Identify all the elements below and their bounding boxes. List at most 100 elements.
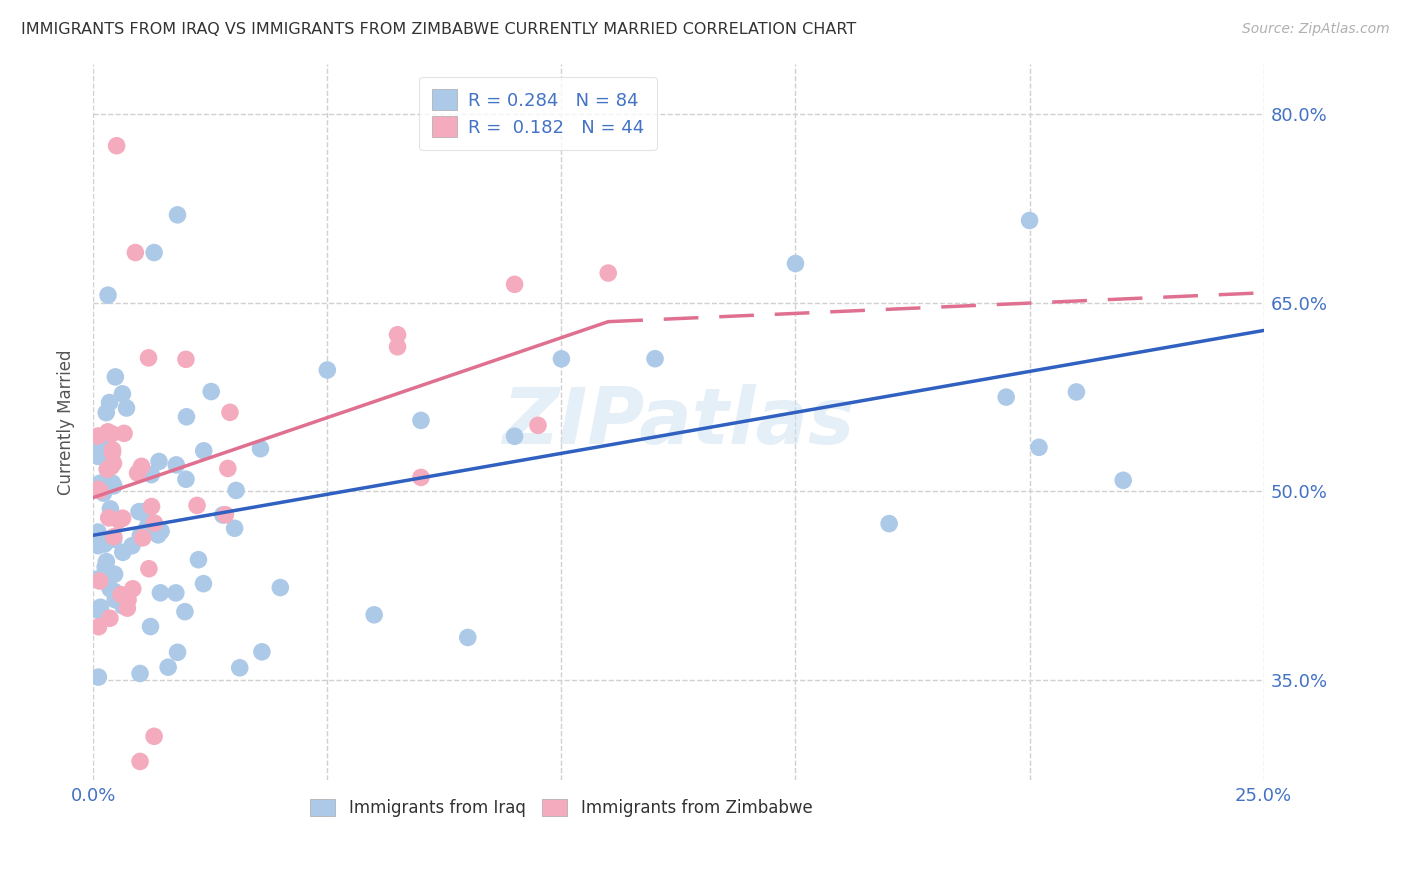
Point (193, 576, 215, 591)
Point (219, 405, 242, 419)
Point (409, 413, 432, 427)
Point (100, 567, 122, 582)
Point (225, 483, 247, 498)
Point (457, 631, 479, 645)
Point (1018, 213, 1040, 227)
Point (89, 600, 111, 615)
Point (103, 456, 125, 470)
Point (250, 645, 273, 659)
Point (112, 426, 135, 441)
Y-axis label: Currently Married: Currently Married (58, 350, 75, 495)
Point (363, 607, 385, 622)
Text: IMMIGRANTS FROM IRAQ VS IMMIGRANTS FROM ZIMBABWE CURRENTLY MARRIED CORRELATION C: IMMIGRANTS FROM IRAQ VS IMMIGRANTS FROM … (21, 22, 856, 37)
Point (503, 277, 526, 292)
Point (129, 529, 152, 543)
Point (89, 483, 111, 498)
Point (93, 537, 115, 551)
Point (166, 645, 188, 659)
Point (127, 466, 149, 480)
Point (174, 472, 197, 486)
Point (89, 574, 111, 588)
Point (93, 486, 115, 500)
Point (143, 729, 166, 743)
Point (214, 508, 236, 522)
Point (87, 539, 110, 553)
Point (143, 516, 166, 530)
Point (186, 499, 208, 513)
Point (87, 441, 110, 455)
Point (877, 516, 900, 531)
Point (105, 138, 128, 153)
Point (148, 454, 170, 468)
Point (96, 406, 118, 420)
Point (108, 513, 131, 527)
Point (96, 555, 118, 569)
Point (149, 586, 172, 600)
Point (1066, 384, 1088, 399)
Point (104, 567, 127, 582)
Point (97, 511, 120, 525)
Point (94, 428, 117, 442)
Point (104, 592, 127, 607)
Point (157, 660, 180, 674)
Point (97, 425, 120, 439)
Point (129, 755, 152, 769)
Point (176, 409, 198, 424)
Point (100, 459, 122, 474)
Point (96, 533, 118, 547)
Point (101, 426, 124, 441)
Point (131, 526, 153, 541)
Point (166, 208, 188, 222)
Point (89, 476, 111, 491)
Point (136, 520, 159, 534)
Point (111, 511, 134, 525)
Point (165, 458, 187, 472)
Point (117, 601, 139, 615)
Point (87, 620, 110, 634)
Point (174, 352, 197, 367)
Point (111, 387, 134, 401)
Point (89, 604, 111, 618)
Point (143, 245, 166, 260)
Point (598, 266, 620, 280)
Point (527, 418, 550, 433)
Point (146, 528, 169, 542)
Point (187, 552, 209, 566)
Point (138, 351, 160, 365)
Point (229, 661, 252, 675)
Point (98, 395, 121, 409)
Point (121, 582, 143, 596)
Point (117, 593, 139, 607)
Point (101, 442, 124, 457)
Point (110, 588, 132, 602)
Point (131, 531, 153, 545)
Point (96, 462, 118, 476)
Point (387, 340, 409, 354)
Point (503, 429, 526, 443)
Point (995, 390, 1018, 404)
Point (101, 445, 124, 459)
Point (98, 501, 121, 516)
Point (1112, 473, 1135, 487)
Point (129, 666, 152, 681)
Point (217, 461, 239, 475)
Point (316, 363, 339, 377)
Point (94, 560, 117, 574)
Point (134, 507, 156, 521)
Point (111, 545, 134, 559)
Point (150, 524, 173, 539)
Point (103, 479, 125, 493)
Point (111, 599, 134, 613)
Point (103, 584, 125, 599)
Point (101, 476, 124, 491)
Point (87, 441, 110, 455)
Point (200, 384, 222, 399)
Point (87, 450, 110, 464)
Point (387, 327, 409, 342)
Point (104, 511, 127, 525)
Point (269, 581, 291, 595)
Point (97, 288, 120, 302)
Point (211, 508, 233, 522)
Point (128, 505, 150, 519)
Point (131, 459, 153, 474)
